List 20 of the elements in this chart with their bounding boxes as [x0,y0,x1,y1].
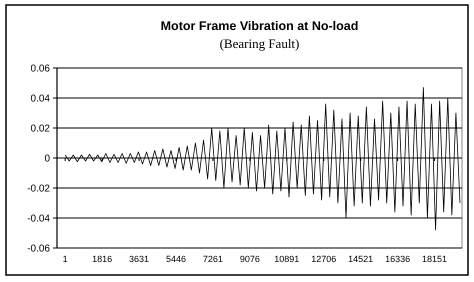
y-tick-label: 0.04 [30,94,50,104]
x-tick-label: 10891 [274,254,300,264]
x-tick-label: 1816 [92,254,112,264]
x-tick-label: 1 [62,254,68,264]
x-tick-label: 7261 [202,254,223,264]
y-tick-label: 0.06 [30,64,50,74]
y-tick-label: 0 [44,154,50,164]
x-tick-label: 9076 [240,254,260,264]
y-tick-label: -0.06 [27,244,50,254]
chart-title: Motor Frame Vibration at No-load [160,19,358,33]
x-tick-label: 14521 [348,254,374,264]
y-tick-label: -0.04 [27,214,50,224]
x-tick-label: 18151 [422,254,448,264]
x-tick-label: 5446 [166,254,186,264]
x-tick-label: 16336 [385,254,410,264]
x-tick-label: 3631 [129,254,150,264]
chart-subtitle: (Bearing Fault) [220,36,300,51]
y-tick-label: 0.02 [30,124,50,134]
y-tick-label: -0.02 [27,184,50,194]
x-tick-label: 12706 [311,254,336,264]
